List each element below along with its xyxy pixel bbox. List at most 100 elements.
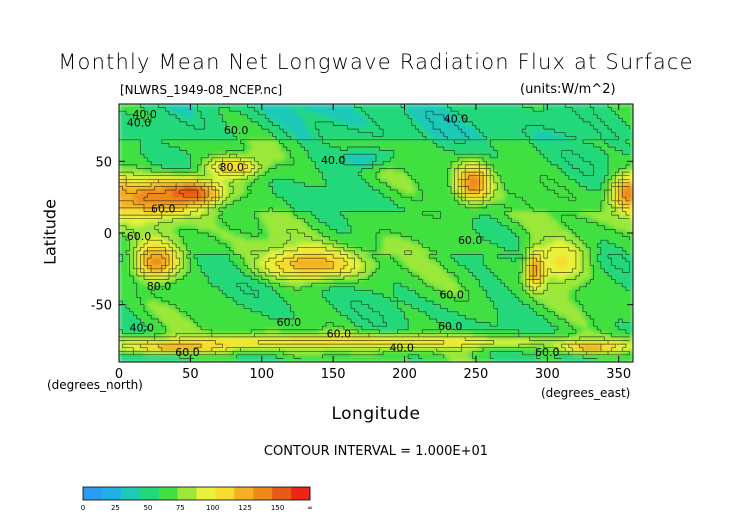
heatmap-cell [497,179,502,184]
heatmap-cell [493,197,498,202]
heatmap-cell [168,107,174,112]
heatmap-cell [297,136,302,141]
heatmap-cell [154,190,159,195]
heatmap-cell [315,204,320,209]
heatmap-cell [143,150,149,155]
heatmap-cell [579,118,584,123]
heatmap-cell [615,164,620,170]
heatmap-cell [561,200,566,205]
heatmap-cell [561,118,566,123]
heatmap-cell [290,111,295,116]
heatmap-cell [315,211,320,216]
heatmap-cell [450,150,456,155]
heatmap-cell [450,118,456,123]
heatmap-cell [547,175,552,180]
heatmap-cell [558,147,563,152]
heatmap-cell [304,204,309,209]
heatmap-cell [168,172,174,177]
heatmap-cell [204,107,209,112]
heatmap-cell [361,125,366,130]
heatmap-cell [286,215,291,220]
heatmap-cell [500,157,506,162]
heatmap-cell [475,164,481,170]
heatmap-cell [386,225,391,231]
heatmap-cell [215,175,220,180]
heatmap-cell [547,193,552,198]
heatmap-cell [518,215,523,220]
heatmap-cell [579,125,584,130]
heatmap-cell [265,164,270,170]
heatmap-cell [479,136,484,141]
heatmap-cell [179,129,184,134]
heatmap-cell [283,175,288,180]
heatmap-cell [393,125,399,130]
heatmap-cell [119,200,124,205]
heatmap-cell [208,207,213,213]
heatmap-cell [333,111,338,116]
heatmap-cell [143,121,149,127]
heatmap-cell [229,175,234,180]
heatmap-cell [365,179,370,184]
heatmap-cell [583,197,588,202]
heatmap-cell [293,107,299,112]
heatmap-cell [236,143,241,148]
heatmap-cell [533,125,538,130]
heatmap-cell [368,104,374,109]
heatmap-cell [290,104,295,109]
heatmap-cell [515,154,520,159]
heatmap-cell [418,104,423,109]
heatmap-cell [593,186,598,191]
heatmap-cell [129,139,134,145]
heatmap-cell [361,143,366,148]
heatmap-cell [497,200,502,205]
heatmap-cell [454,190,459,195]
heatmap-cell [304,172,309,177]
heatmap-cell [351,132,356,137]
heatmap-cell [247,154,252,159]
heatmap-cell [126,204,131,209]
heatmap-cell [236,193,241,198]
heatmap-cell [368,197,374,202]
heatmap-cell [525,215,531,220]
heatmap-cell [472,200,477,205]
heatmap-cell [265,104,270,109]
heatmap-cell [554,168,559,173]
heatmap-cell [290,204,295,209]
heatmap-cell [358,118,363,123]
heatmap-cell [297,150,302,155]
heatmap-cell [511,139,516,145]
heatmap-cell [336,168,341,173]
heatmap-cell [390,161,395,166]
heatmap-cell [126,164,131,170]
heatmap-cell [490,136,495,141]
heatmap-cell [404,225,409,231]
heatmap-cell [475,104,481,109]
heatmap-cell [386,118,391,123]
heatmap-cell [258,211,263,216]
heatmap-cell [243,132,249,137]
heatmap-cell [522,218,527,223]
heatmap-cell [465,204,470,209]
heatmap-cell [579,197,584,202]
heatmap-cell [268,125,274,130]
heatmap-cell [511,222,516,227]
heatmap-cell [468,111,473,116]
heatmap-cell [583,104,588,109]
heatmap-cell [433,121,438,127]
heatmap-cell [240,143,245,148]
heatmap-cell [147,186,152,191]
heatmap-cell [318,136,324,141]
heatmap-cell [579,168,584,173]
heatmap-cell [236,150,241,155]
heatmap-cell [329,125,334,130]
heatmap-cell [204,182,209,188]
heatmap-cell [276,147,281,152]
heatmap-cell [268,132,274,137]
heatmap-cell [361,139,366,145]
heatmap-cell [522,132,527,137]
heatmap-cell [540,104,545,109]
heatmap-cell [254,179,259,184]
heatmap-cell [211,125,216,130]
heatmap-cell [143,204,149,209]
heatmap-cell [454,111,459,116]
